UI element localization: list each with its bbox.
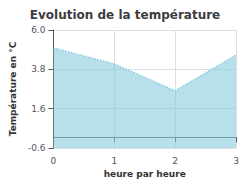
svg-text:1.6: 1.6 (31, 104, 46, 114)
svg-text:3.8: 3.8 (31, 64, 46, 74)
svg-text:Température en °C: Température en °C (8, 41, 18, 136)
svg-text:3: 3 (233, 156, 239, 166)
svg-text:Evolution de la température: Evolution de la température (30, 8, 221, 22)
svg-text:-0.6: -0.6 (28, 143, 46, 153)
svg-text:2: 2 (172, 156, 178, 166)
svg-text:6.0: 6.0 (31, 25, 46, 35)
svg-text:0: 0 (51, 156, 57, 166)
svg-text:heure par heure: heure par heure (104, 169, 186, 179)
svg-text:1: 1 (111, 156, 117, 166)
